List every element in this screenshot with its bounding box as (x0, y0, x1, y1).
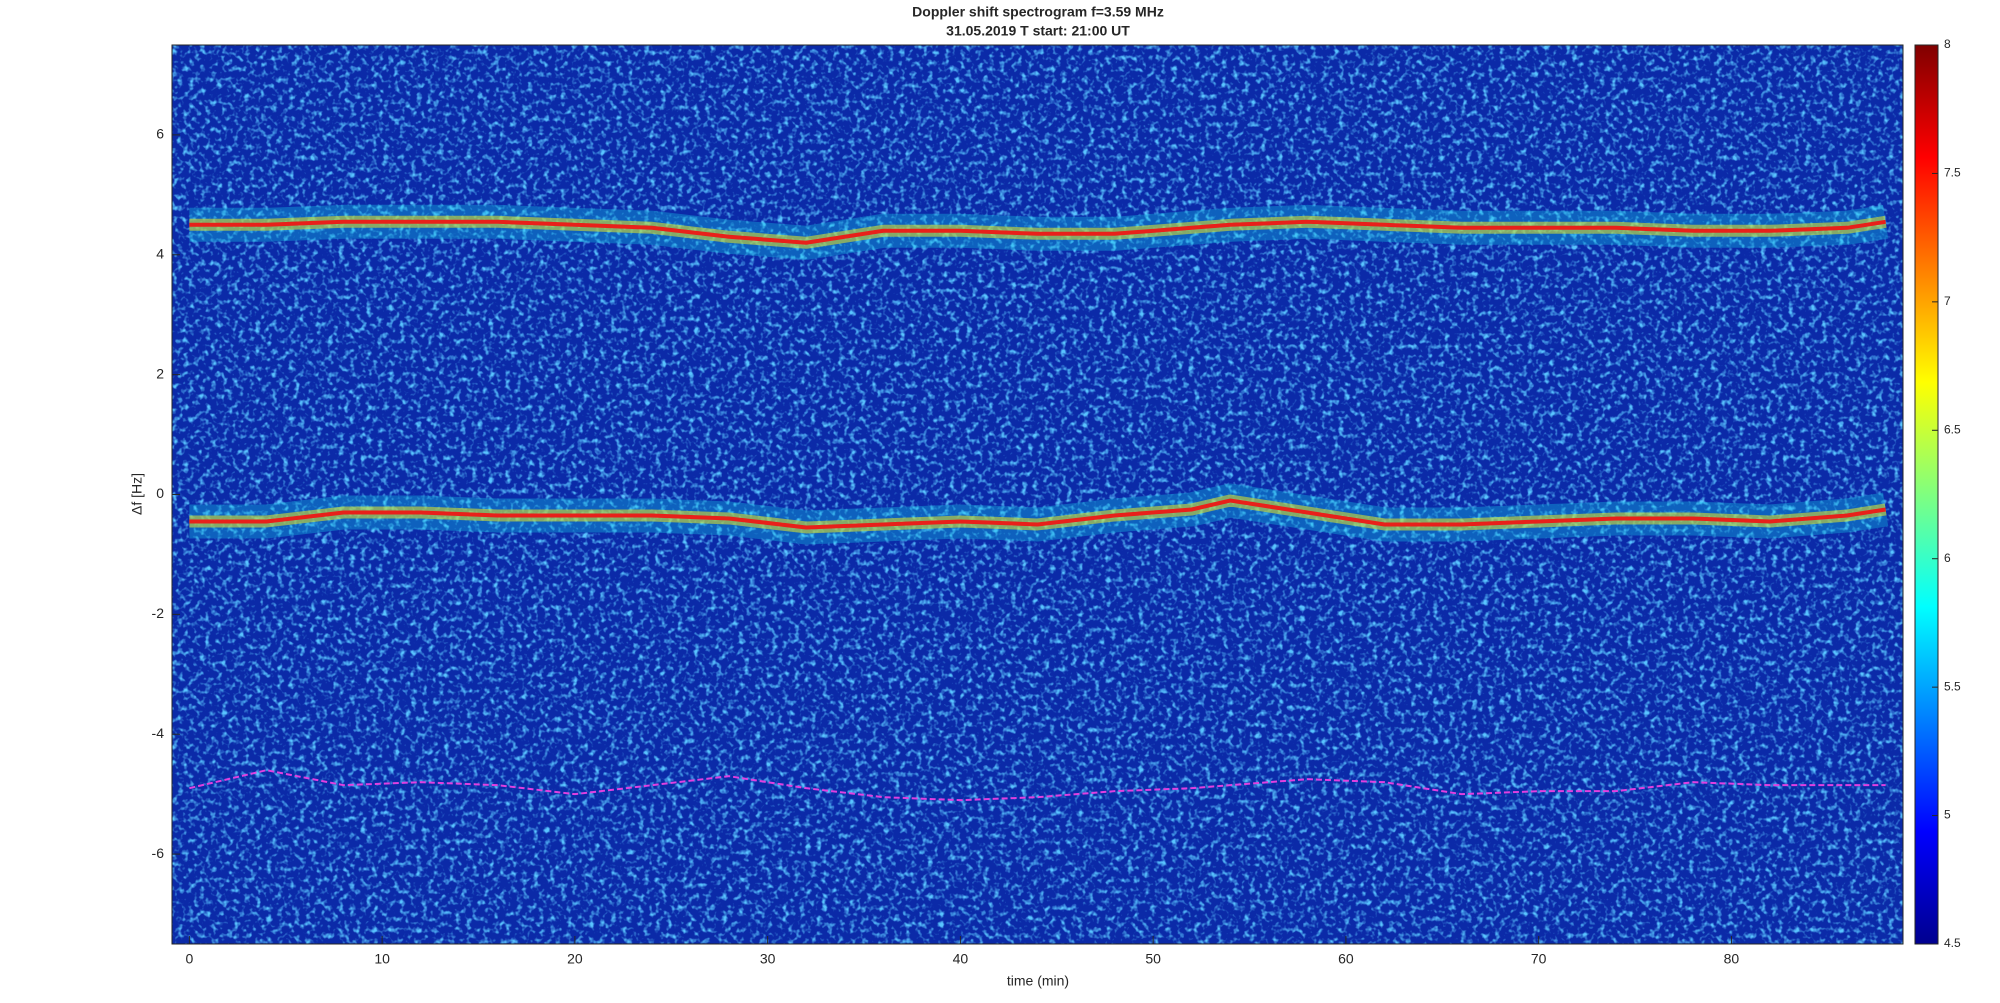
colorbar-tick-label: 8 (1944, 37, 1951, 51)
x-axis-label: time (min) (1007, 973, 1069, 989)
y-axis-label: Δf [Hz] (129, 473, 145, 515)
x-tick-label: 80 (1724, 951, 1740, 967)
trace-line (189, 498, 1886, 530)
y-tick-label: 4 (156, 245, 164, 261)
colorbar-tick-label: 6 (1944, 551, 1951, 565)
x-tick-label: 40 (953, 951, 969, 967)
plot-area (189, 204, 1889, 802)
colorbar-tick-label: 7 (1944, 294, 1951, 308)
chart-subtitle: 31.05.2019 T start: 21:00 UT (946, 23, 1130, 39)
x-tick-label: 60 (1338, 951, 1354, 967)
x-tick-label: 10 (374, 951, 390, 967)
y-tick-label: 0 (156, 485, 164, 501)
x-tick-label: 30 (760, 951, 776, 967)
colorbar-tick-label: 5.5 (1944, 679, 1961, 693)
chart-title: Doppler shift spectrogram f=3.59 MHz (912, 4, 1164, 20)
y-tick-label: 2 (156, 365, 164, 381)
colorbar-tick-label: 6.5 (1944, 422, 1961, 436)
y-tick-label: -2 (152, 605, 165, 621)
y-tick-label: -4 (152, 725, 165, 741)
colorbar-tick-label: 4.5 (1944, 936, 1961, 950)
x-tick-label: 70 (1531, 951, 1547, 967)
colorbar-tick-label: 5 (1944, 808, 1951, 822)
trace-line (189, 769, 1886, 802)
trace-line (189, 219, 1886, 245)
y-tick-label: 6 (156, 126, 164, 142)
colorbar-tick-label: 7.5 (1944, 166, 1961, 180)
x-tick-label: 0 (185, 951, 193, 967)
y-tick-label: -6 (152, 845, 165, 861)
x-tick-label: 20 (567, 951, 583, 967)
colorbar (1914, 44, 1939, 945)
x-tick-label: 50 (1145, 951, 1161, 967)
noise-texture (172, 45, 1903, 944)
